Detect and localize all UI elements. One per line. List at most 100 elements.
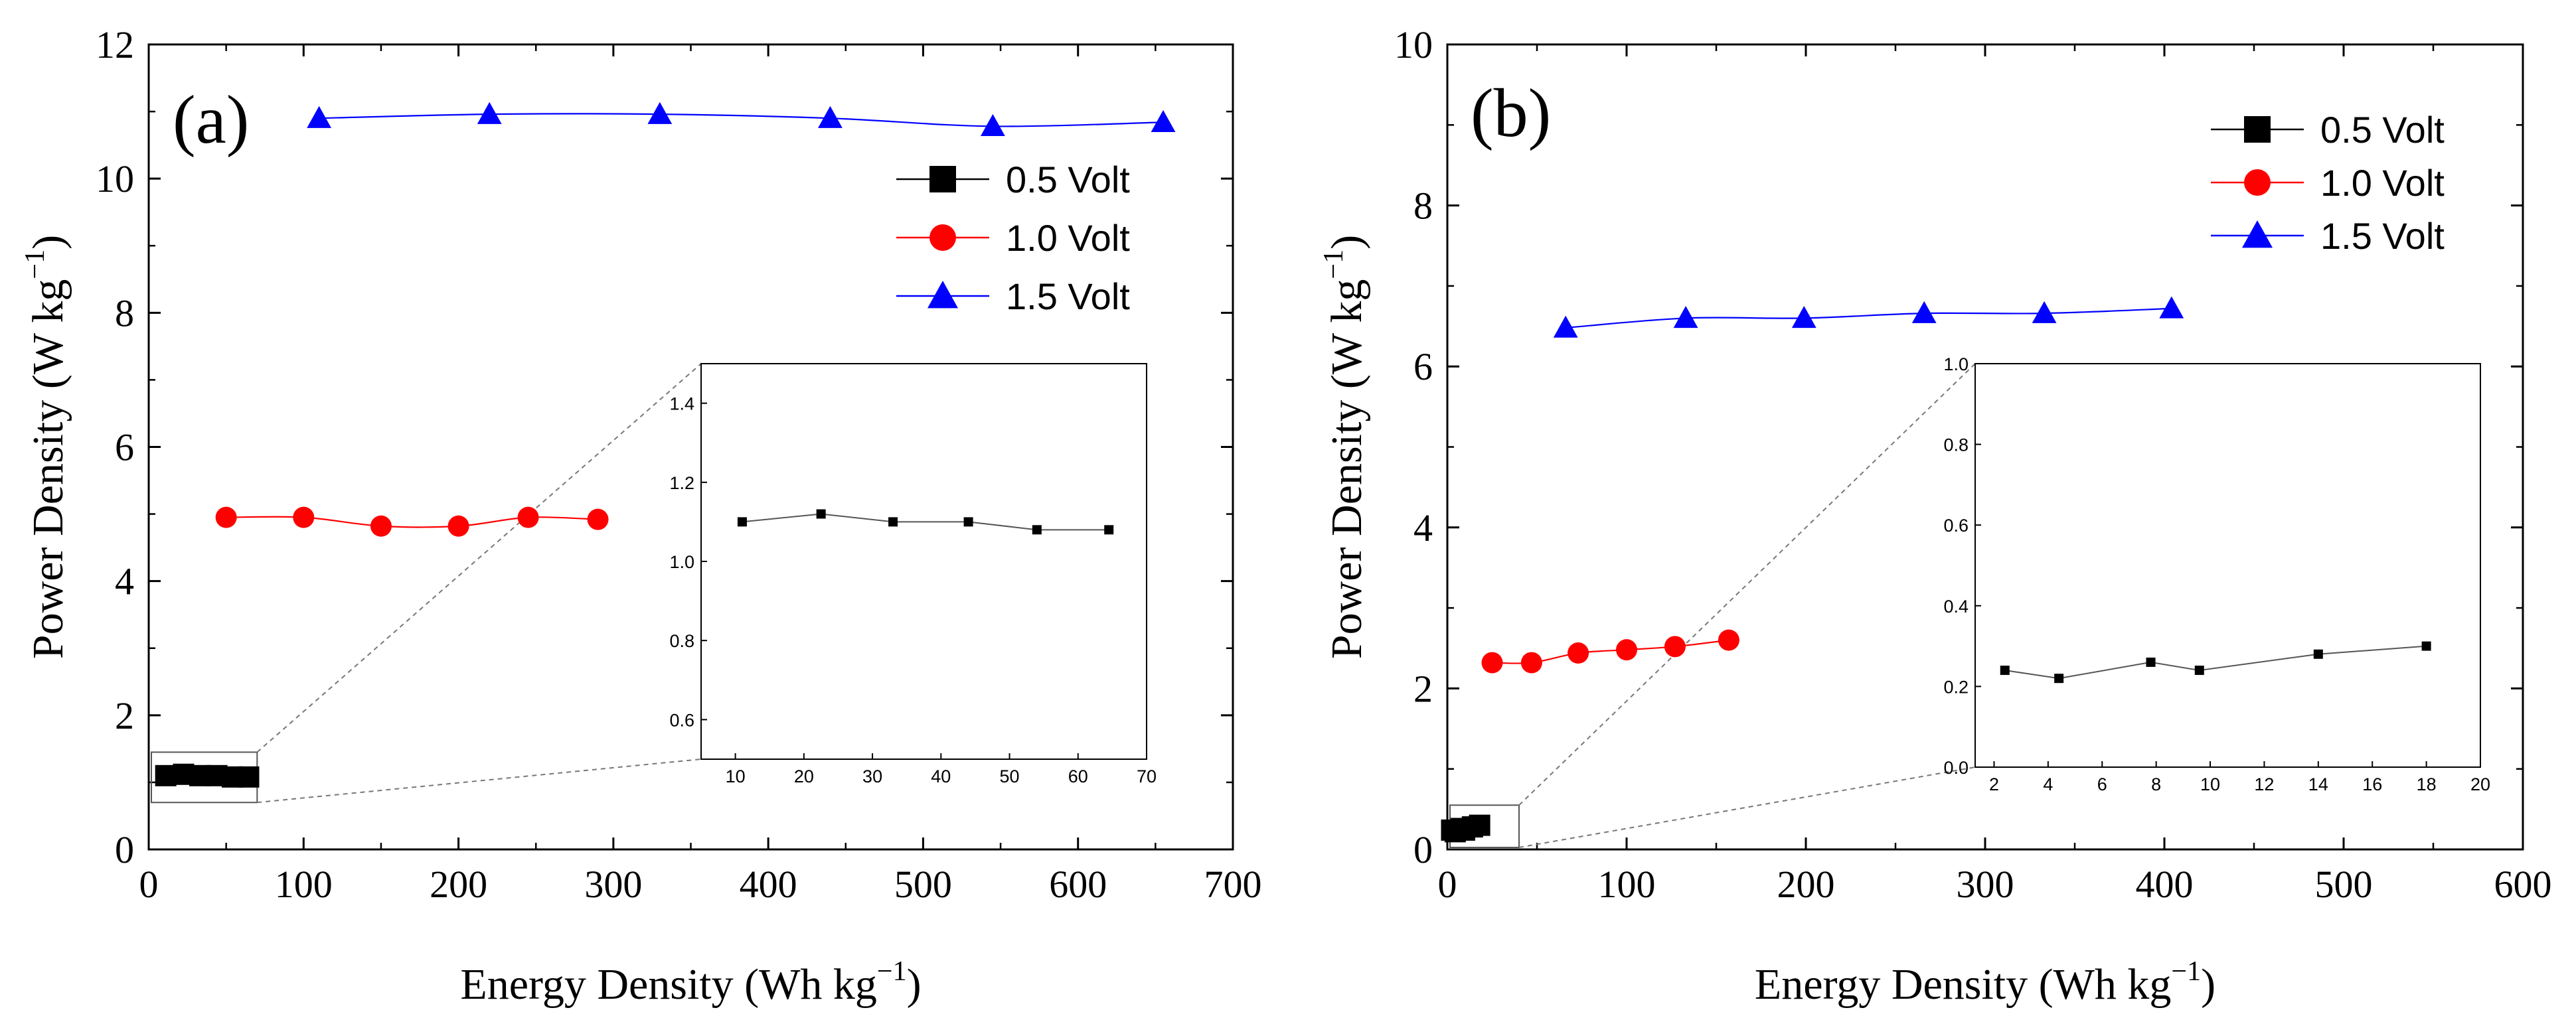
inset-data-point (816, 509, 826, 519)
data-point (647, 102, 673, 124)
inset-x-tick-label: 14 (2308, 774, 2328, 794)
data-point (238, 766, 260, 788)
inset-data-point (1104, 525, 1114, 535)
x-tick-label: 400 (740, 863, 797, 906)
y-tick-label: 8 (1413, 184, 1433, 228)
inset-data-point (737, 517, 747, 527)
y-tick-label: 0 (115, 828, 134, 871)
data-point (293, 506, 315, 528)
data-point (1616, 639, 1637, 661)
data-point (1151, 109, 1176, 132)
inset-x-tick-label: 12 (2254, 774, 2274, 794)
x-axis-title: Energy Density (Wh kg−1) (460, 956, 921, 1009)
data-point (517, 506, 539, 528)
x-tick-label: 500 (2315, 863, 2373, 906)
inset-y-tick-label: 1.4 (669, 394, 694, 414)
legend-label: 1.0 Volt (1006, 217, 1130, 259)
inset-data-point (1032, 525, 1042, 535)
legend-marker (929, 224, 956, 251)
panel-label: (b) (1471, 75, 1551, 151)
legend-marker (2242, 220, 2273, 248)
inset-y-tick-label: 0.8 (669, 631, 694, 651)
inset-x-tick-label: 40 (931, 766, 951, 786)
series-line (1566, 307, 2172, 329)
inset-x-tick-label: 20 (794, 766, 814, 786)
inset-data-point (2421, 641, 2431, 651)
inset-y-tick-label: 1.2 (669, 473, 694, 493)
data-point (2032, 301, 2057, 323)
inset-x-tick-label: 60 (1068, 766, 1088, 786)
data-point (155, 764, 177, 786)
inset-x-tick-label: 16 (2362, 774, 2382, 794)
data-point (1718, 629, 1739, 651)
x-axis-title: Energy Density (Wh kg−1) (1755, 956, 2215, 1009)
x-axis-title-close: ) (2201, 960, 2215, 1009)
y-axis-title-text: Power Density (W kg (24, 279, 72, 660)
data-point (587, 508, 609, 530)
y-tick-label: 10 (96, 157, 134, 200)
series-1.0-volt (1481, 629, 1739, 674)
inset-x-tick-label: 18 (2417, 774, 2437, 794)
x-tick-label: 0 (1438, 863, 1457, 906)
data-point (1568, 642, 1589, 664)
series-line (319, 113, 1164, 127)
inset-y-tick-label: 0.4 (1943, 597, 1969, 616)
x-axis-title-close: ) (907, 960, 922, 1009)
x-tick-label: 500 (894, 863, 952, 906)
y-tick-label: 12 (96, 23, 134, 66)
legend-marker (2244, 169, 2271, 196)
data-point (1553, 315, 1578, 338)
zoom-connector (1518, 363, 1976, 806)
x-tick-label: 100 (1598, 863, 1656, 906)
inset-x-tick-label: 6 (2097, 774, 2107, 794)
inset-x-tick-label: 4 (2043, 774, 2053, 794)
inset-data-point (888, 517, 898, 527)
data-point (215, 506, 237, 528)
y-tick-label: 6 (115, 426, 134, 469)
y-axis-title: Power Density (W kg−1) (1319, 235, 1371, 659)
y-tick-label: 10 (1394, 23, 1433, 66)
y-tick-label: 4 (1413, 506, 1433, 549)
legend-label: 1.0 Volt (2320, 162, 2445, 204)
x-axis-title-exp: −1 (877, 956, 907, 987)
legend-label: 1.5 Volt (2320, 215, 2445, 257)
inset-frame (1974, 363, 2481, 768)
inset-y-tick-label: 0.2 (1943, 677, 1969, 697)
inset-y-tick-label: 1.0 (669, 552, 694, 572)
legend-label: 1.5 Volt (1006, 275, 1130, 317)
data-point (818, 106, 843, 128)
inset-y-tick-label: 1.0 (1943, 354, 1969, 374)
inset-data-point (2194, 666, 2204, 676)
x-axis-title-exp: −1 (2171, 956, 2201, 987)
inset-data-point (2000, 666, 2010, 676)
legend: 0.5 Volt 1.0 Volt 1.5 Volt (896, 159, 1130, 317)
y-axis-title: Power Density (W kg−1) (20, 235, 72, 659)
y-axis-title-close: ) (24, 235, 72, 250)
legend-marker (929, 166, 956, 192)
data-point (307, 106, 332, 128)
data-point (1481, 652, 1503, 674)
inset-x-tick-label: 10 (726, 766, 746, 786)
inset-x-tick-label: 2 (1989, 774, 1999, 794)
inset-data-point (963, 517, 973, 527)
inset-y-tick-label: 0.0 (1943, 758, 1969, 778)
data-point (1791, 306, 1816, 328)
data-point (370, 515, 392, 537)
data-point (981, 113, 1005, 137)
inset-y-tick-label: 0.8 (1943, 435, 1969, 455)
inset-x-tick-label: 8 (2151, 774, 2161, 794)
x-tick-label: 300 (1957, 863, 2014, 906)
x-tick-label: 300 (584, 863, 642, 906)
series-line (226, 516, 598, 528)
y-axis-title-exp: −1 (1319, 250, 1349, 279)
series-0.5-volt (155, 763, 260, 788)
inset-series-line (2004, 645, 2427, 680)
inset-x-tick-label: 10 (2200, 774, 2220, 794)
inset-x-tick-label: 20 (2470, 774, 2490, 794)
legend: 0.5 Volt 1.0 Volt 1.5 Volt (2211, 109, 2445, 257)
inset: 2 4 6 8 10 12 14 16 18 20 0.0 0.2 0.4 0.6 0.8 1.0 (1943, 354, 2490, 794)
x-axis-title-text: Energy Density (Wh kg (1755, 960, 2171, 1009)
inset-data-point (2313, 649, 2323, 659)
data-point (1469, 814, 1490, 836)
